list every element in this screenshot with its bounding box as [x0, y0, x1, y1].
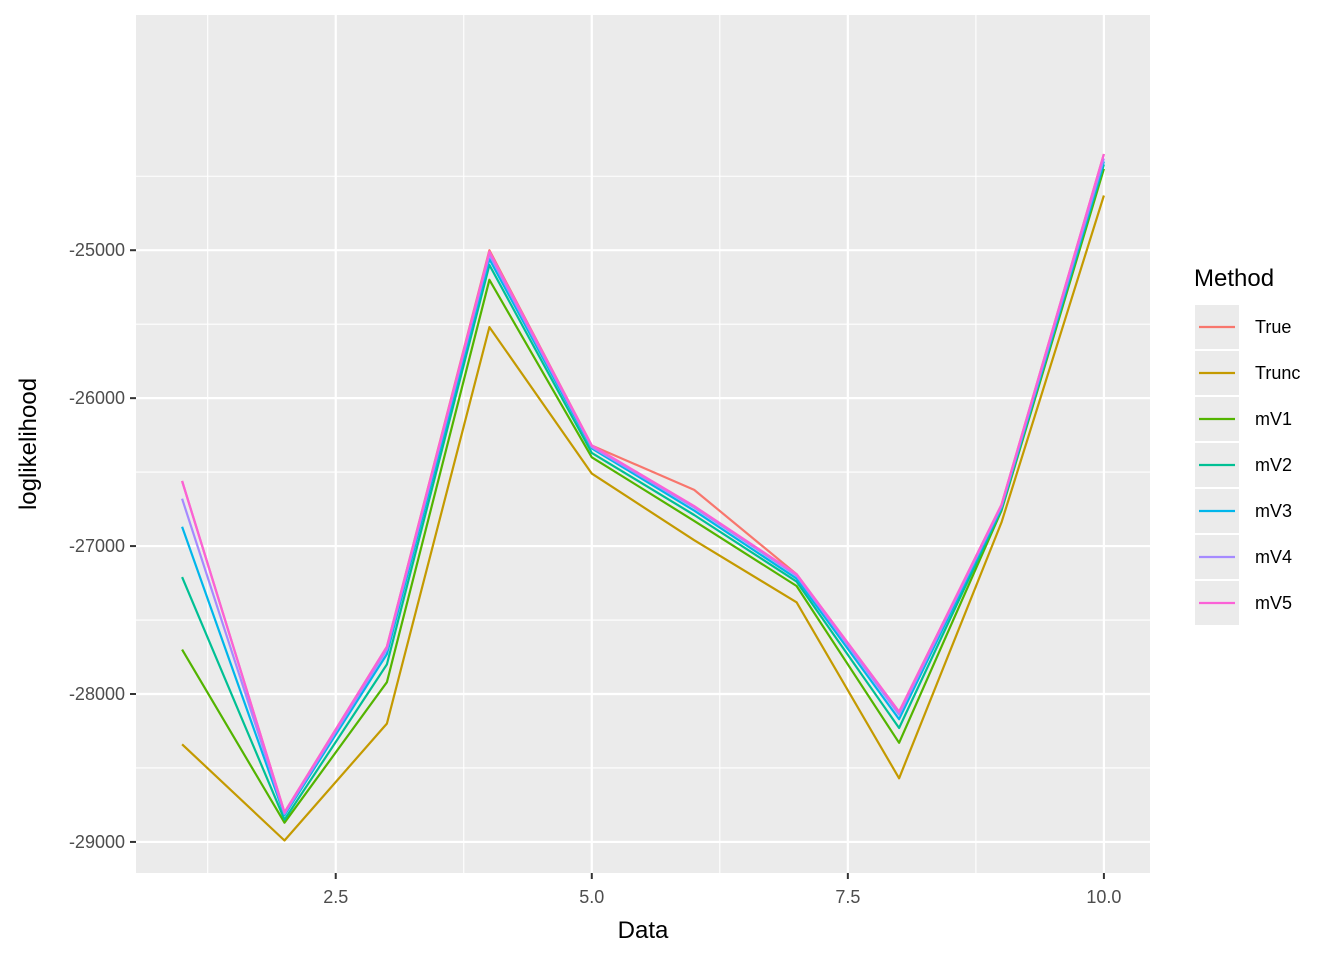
- y-tick-label: -28000: [69, 684, 125, 704]
- x-axis-title: Data: [618, 917, 669, 944]
- legend: Method True Trunc mV1 mV2 mV3 mV4 mV5: [1194, 265, 1300, 625]
- legend-item-true: True: [1195, 305, 1291, 349]
- plot-panel: [136, 15, 1150, 873]
- series-lines: [181, 153, 1105, 842]
- y-axis-title: loglikelihood: [15, 378, 42, 510]
- x-tick-label: 2.5: [323, 887, 348, 907]
- x-axis: 2.5 5.0 7.5 10.0: [323, 873, 1121, 907]
- legend-item-trunc: Trunc: [1195, 351, 1300, 395]
- x-tick-label: 7.5: [835, 887, 860, 907]
- legend-label: mV2: [1255, 455, 1292, 475]
- y-tick-label: -26000: [69, 388, 125, 408]
- x-tick-label: 10.0: [1086, 887, 1121, 907]
- series-line-mv2: [181, 164, 1105, 821]
- legend-title: Method: [1194, 265, 1274, 292]
- legend-item-mv1: mV1: [1195, 397, 1292, 441]
- series-line-trunc: [181, 195, 1105, 842]
- series-line-mv1: [181, 168, 1105, 824]
- legend-label: mV5: [1255, 593, 1292, 613]
- series-line-mv3: [181, 161, 1105, 817]
- legend-label: mV4: [1255, 547, 1292, 567]
- y-tick-label: -29000: [69, 832, 125, 852]
- series-line-mv5: [181, 153, 1105, 814]
- legend-label: Trunc: [1255, 363, 1300, 383]
- minor-gridlines: [136, 15, 1150, 873]
- legend-label: True: [1255, 317, 1291, 337]
- y-axis: -25000 -26000 -27000 -28000 -29000: [69, 240, 136, 852]
- legend-item-mv4: mV4: [1195, 535, 1292, 579]
- y-tick-label: -27000: [69, 536, 125, 556]
- legend-label: mV1: [1255, 409, 1292, 429]
- legend-label: mV3: [1255, 501, 1292, 521]
- legend-item-mv2: mV2: [1195, 443, 1292, 487]
- legend-item-mv5: mV5: [1195, 581, 1292, 625]
- y-tick-label: -25000: [69, 240, 125, 260]
- legend-item-mv3: mV3: [1195, 489, 1292, 533]
- x-tick-label: 5.0: [579, 887, 604, 907]
